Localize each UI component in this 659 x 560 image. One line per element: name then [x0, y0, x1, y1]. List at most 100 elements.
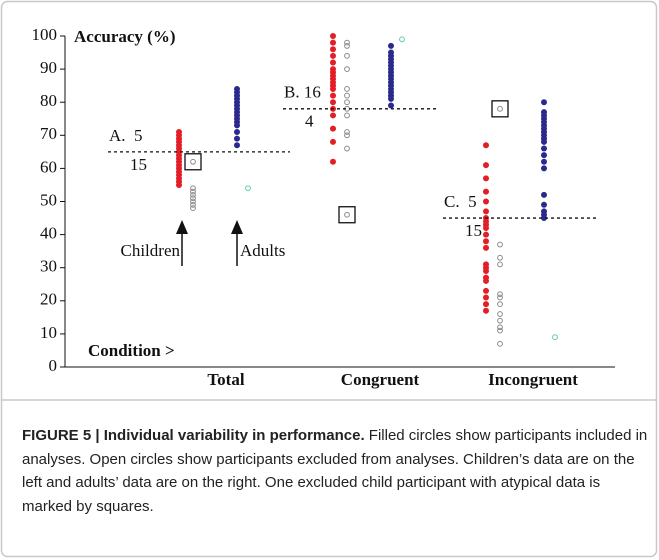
y-tick-label: 80: [40, 91, 57, 110]
dot: [483, 277, 489, 284]
dot: [344, 39, 350, 46]
dot: [483, 188, 489, 195]
x-axis-label: Condition >: [88, 341, 175, 360]
dot: [399, 36, 405, 43]
dot: [483, 294, 489, 301]
dot: [483, 287, 489, 294]
dot: [344, 52, 350, 59]
dot: [541, 215, 547, 222]
dot: [330, 52, 336, 59]
dot: [541, 99, 547, 106]
arrow-head: [176, 220, 188, 234]
arrow-head: [231, 220, 243, 234]
y-tick-label: 30: [40, 257, 57, 276]
dot: [190, 198, 196, 205]
dot: [497, 317, 503, 324]
dot: [190, 158, 196, 165]
dot: [330, 112, 336, 119]
dot: [330, 59, 336, 66]
dot: [245, 185, 251, 192]
arrow-label: Children: [121, 241, 181, 260]
marker-square: [184, 153, 202, 171]
dot: [483, 224, 489, 231]
dot: [388, 95, 394, 102]
y-tick-label: 60: [40, 157, 57, 176]
dot: [388, 102, 394, 109]
y-axis-label: Accuracy (%): [74, 27, 176, 46]
y-tick-label: 90: [40, 58, 57, 77]
dot: [483, 238, 489, 245]
dot: [541, 191, 547, 198]
dot: [497, 105, 503, 112]
dot: [190, 191, 196, 198]
x-tick-label: Total: [207, 370, 244, 389]
dot: [330, 125, 336, 132]
arrow-label: Adults: [240, 241, 285, 260]
dot: [483, 208, 489, 215]
dot: [190, 205, 196, 212]
dot: [497, 291, 503, 298]
dot: [541, 201, 547, 208]
dot: [176, 181, 182, 188]
divider-label: 15: [130, 155, 147, 174]
dot: [497, 241, 503, 248]
dot: [234, 135, 240, 142]
dot: [234, 128, 240, 135]
dot: [330, 92, 336, 99]
dot: [497, 327, 503, 334]
x-tick-label: Incongruent: [488, 370, 578, 389]
dot: [190, 188, 196, 195]
dot: [330, 138, 336, 145]
dot: [330, 33, 336, 39]
y-tick-label: 70: [40, 124, 57, 143]
dot: [234, 122, 240, 129]
dot: [344, 86, 350, 92]
dot: [497, 340, 503, 347]
divider-label: 15: [465, 221, 482, 240]
dot: [234, 142, 240, 149]
marker-square: [338, 206, 356, 224]
dot: [344, 66, 350, 72]
dot: [330, 158, 336, 165]
dot: [497, 254, 503, 261]
dot: [483, 142, 489, 149]
dot: [541, 165, 547, 172]
dot: [330, 39, 336, 46]
dot: [497, 294, 503, 301]
dot: [190, 185, 196, 192]
dot: [552, 334, 558, 341]
caption-title: FIGURE 5 | Individual variability in per…: [22, 427, 365, 444]
dot: [344, 145, 350, 152]
dot: [344, 43, 350, 49]
y-tick-label: 40: [40, 224, 57, 243]
dot: [344, 129, 350, 135]
dot: [483, 244, 489, 251]
caption: FIGURE 5 | Individual variability in per…: [22, 424, 650, 518]
dot: [497, 301, 503, 308]
divider-label: C. 5: [444, 192, 477, 211]
dot: [330, 46, 336, 53]
y-tick-label: 20: [40, 290, 57, 309]
dot: [541, 158, 547, 165]
dot: [190, 195, 196, 202]
divider-label: B. 16: [284, 83, 321, 102]
dot: [344, 211, 350, 218]
dot: [344, 92, 350, 99]
divider-label: 4: [305, 112, 314, 131]
dot: [541, 145, 547, 152]
dot: [497, 311, 503, 317]
y-tick-label: 100: [32, 25, 58, 44]
dot: [483, 301, 489, 308]
y-tick-label: 0: [49, 356, 58, 375]
dot: [483, 175, 489, 182]
dot: [483, 231, 489, 238]
dot: [483, 307, 489, 314]
caption-text: Filled circles show participants include…: [22, 427, 648, 515]
dot: [344, 112, 350, 119]
dot: [190, 201, 196, 208]
dot: [330, 99, 336, 106]
dot: [541, 138, 547, 145]
